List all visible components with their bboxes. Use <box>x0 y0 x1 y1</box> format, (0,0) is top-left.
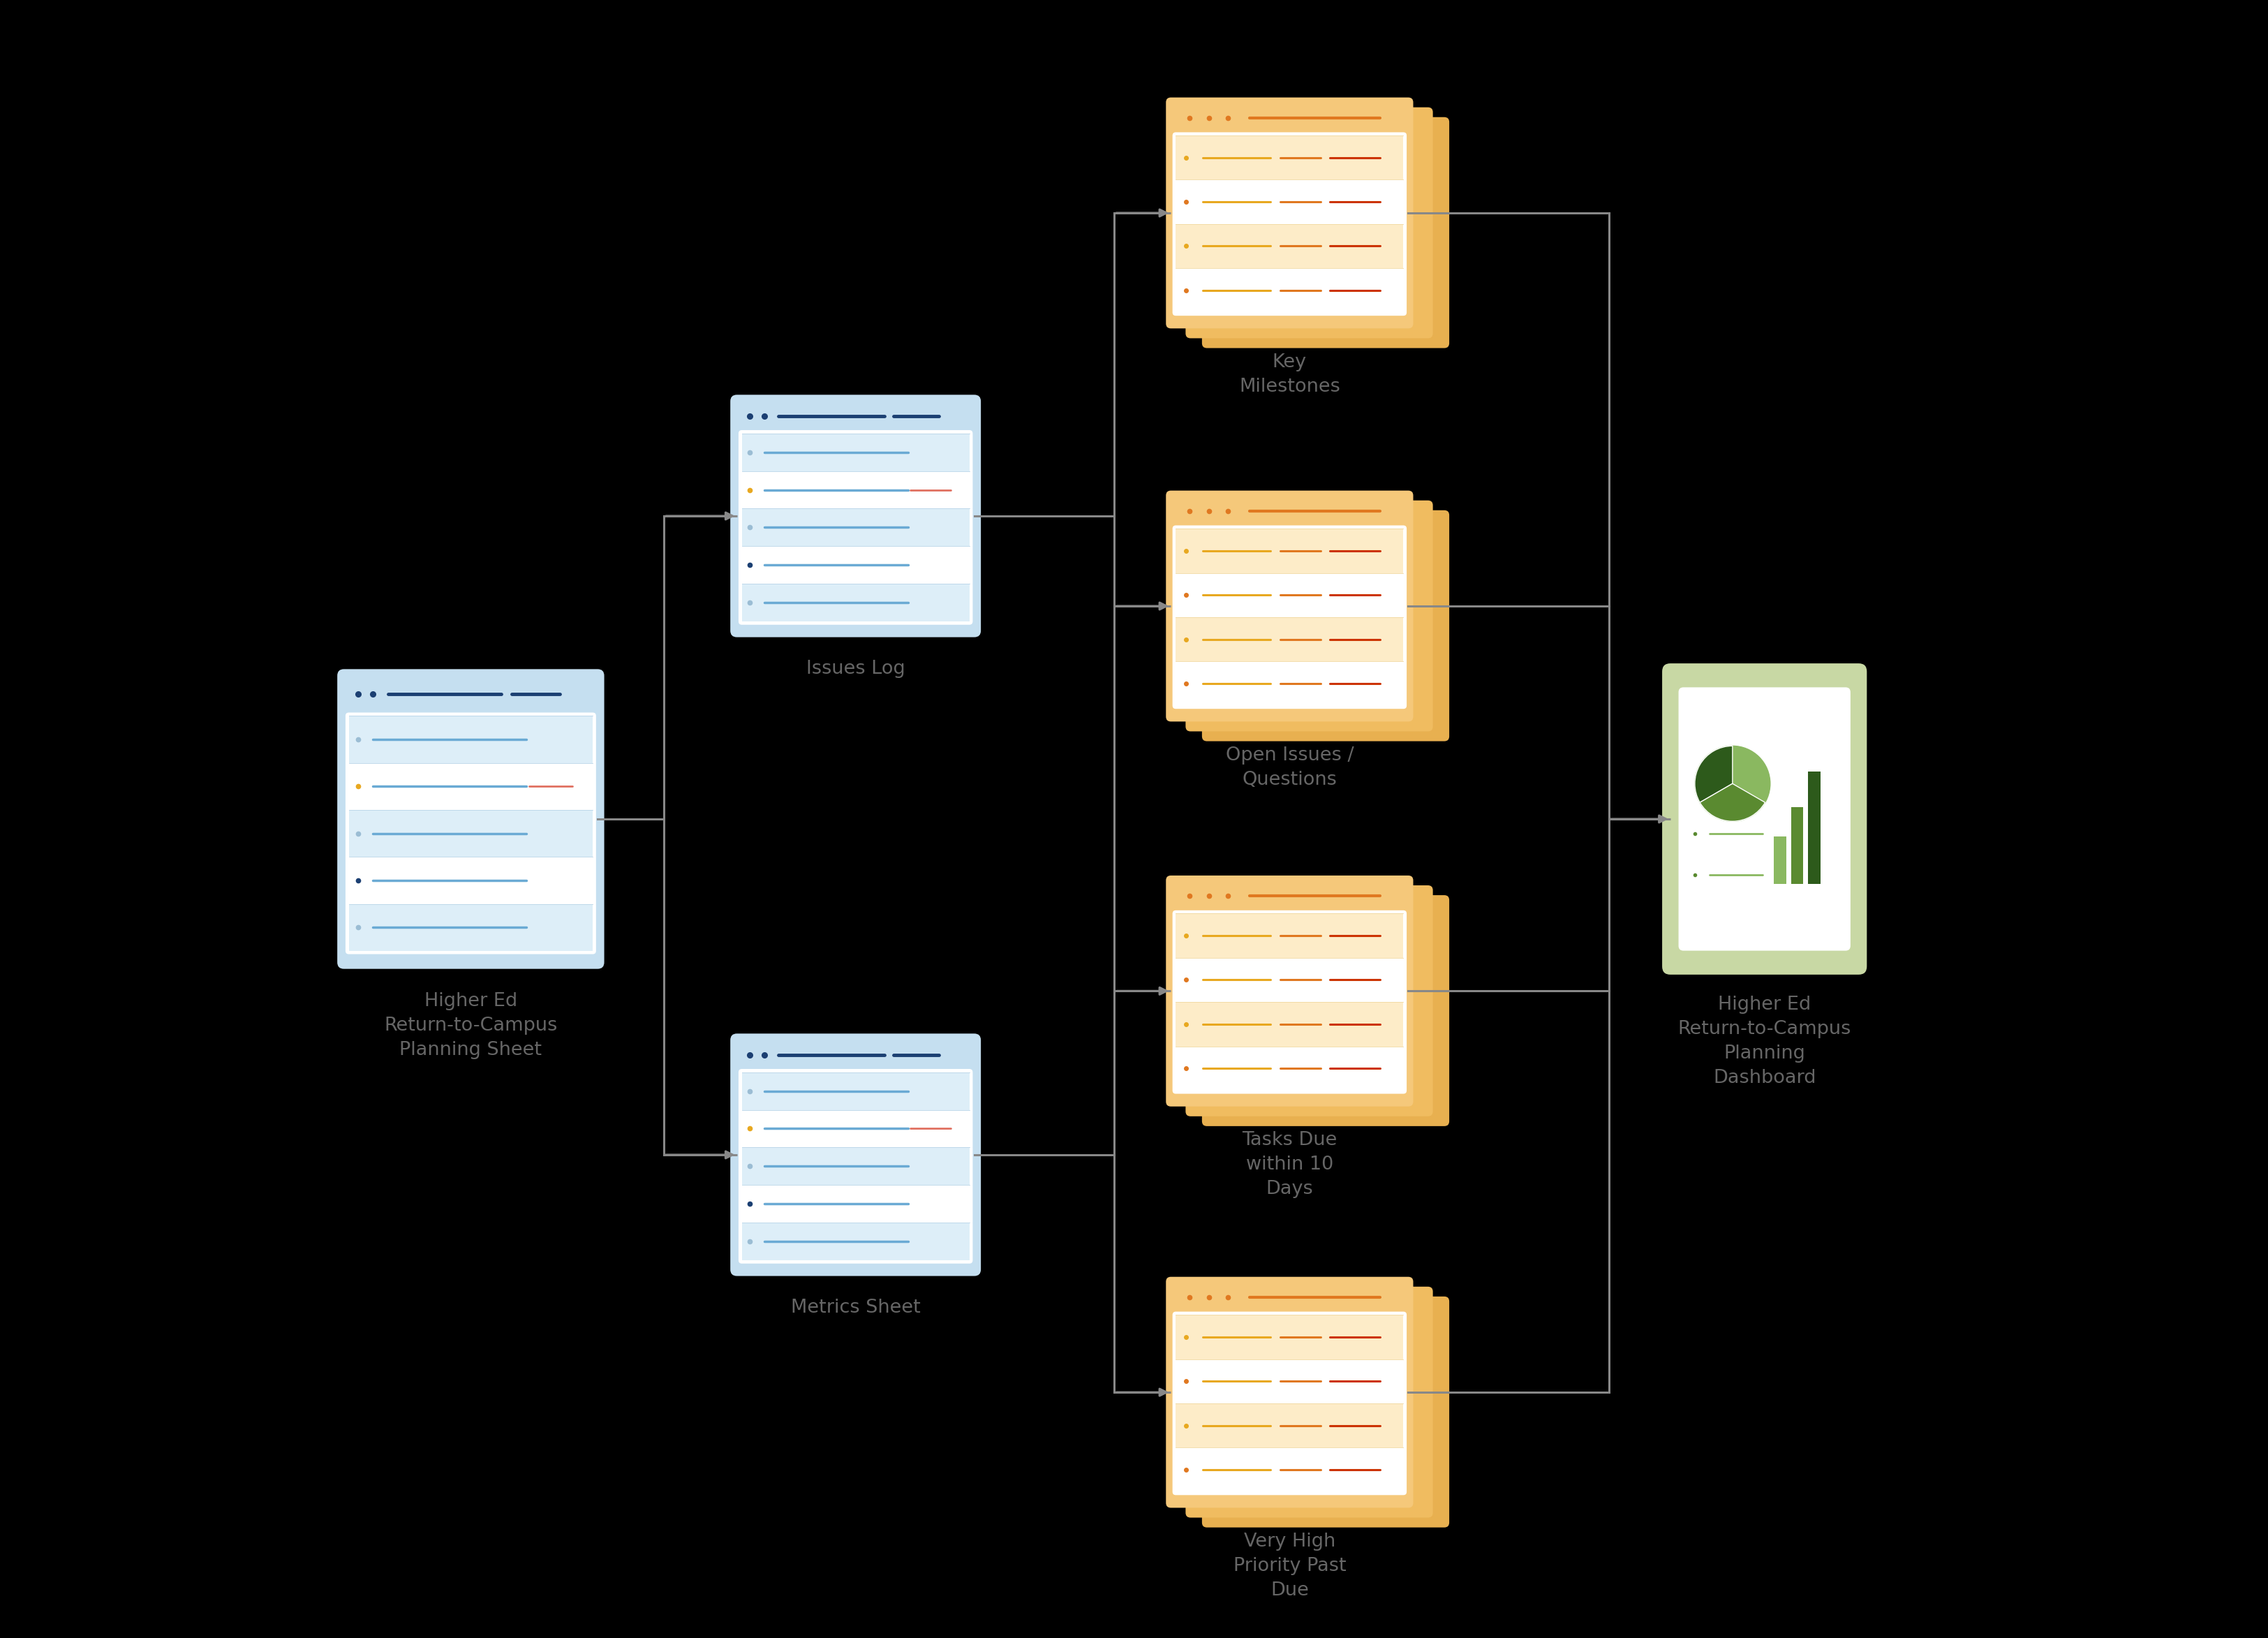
FancyBboxPatch shape <box>1186 501 1433 731</box>
Bar <box>1170 1281 1408 1312</box>
FancyBboxPatch shape <box>338 670 603 970</box>
Bar <box>1175 529 1404 573</box>
Bar <box>742 583 968 621</box>
Bar <box>737 1040 975 1070</box>
Bar <box>1175 662 1404 706</box>
FancyBboxPatch shape <box>1173 133 1406 316</box>
Bar <box>742 434 968 472</box>
Text: Tasks Due
within 10
Days: Tasks Due within 10 Days <box>1243 1130 1338 1197</box>
Bar <box>1175 1047 1404 1091</box>
FancyBboxPatch shape <box>345 713 596 953</box>
Text: Metrics Sheet: Metrics Sheet <box>792 1299 921 1317</box>
Bar <box>345 675 599 713</box>
Bar <box>1175 958 1404 1002</box>
Bar <box>1808 771 1821 885</box>
Bar <box>1175 1315 1404 1360</box>
FancyBboxPatch shape <box>1166 491 1413 721</box>
Bar <box>742 509 968 545</box>
Bar <box>349 857 592 904</box>
Text: Higher Ed
Return-to-Campus
Planning Sheet: Higher Ed Return-to-Campus Planning Shee… <box>383 993 558 1058</box>
FancyBboxPatch shape <box>1202 118 1449 349</box>
Bar <box>1175 1002 1404 1047</box>
Bar <box>1175 180 1404 224</box>
FancyBboxPatch shape <box>1173 911 1406 1094</box>
Text: Key
Milestones: Key Milestones <box>1238 354 1340 396</box>
Bar <box>1792 808 1803 885</box>
Bar <box>742 545 968 583</box>
FancyBboxPatch shape <box>1186 1287 1433 1517</box>
FancyBboxPatch shape <box>1166 98 1413 328</box>
Bar <box>742 1111 968 1148</box>
FancyBboxPatch shape <box>739 431 973 624</box>
FancyBboxPatch shape <box>1678 688 1851 950</box>
FancyBboxPatch shape <box>1186 108 1433 339</box>
Bar <box>1774 837 1787 885</box>
Bar <box>1170 102 1408 133</box>
Bar <box>1175 136 1404 180</box>
FancyBboxPatch shape <box>730 395 980 637</box>
Bar <box>742 1222 968 1260</box>
Bar <box>742 1184 968 1222</box>
Bar <box>1175 1404 1404 1448</box>
Wedge shape <box>1699 783 1765 821</box>
Text: Issues Log: Issues Log <box>805 660 905 678</box>
FancyBboxPatch shape <box>1662 663 1867 975</box>
Text: Open Issues /
Questions: Open Issues / Questions <box>1225 747 1354 790</box>
Bar <box>742 1148 968 1184</box>
Bar <box>1175 573 1404 618</box>
FancyBboxPatch shape <box>1202 894 1449 1127</box>
FancyBboxPatch shape <box>1173 526 1406 709</box>
FancyBboxPatch shape <box>1202 511 1449 740</box>
Bar <box>1170 495 1408 526</box>
Bar <box>737 401 975 431</box>
Bar <box>349 763 592 809</box>
FancyBboxPatch shape <box>1202 1297 1449 1527</box>
Bar <box>742 1073 968 1111</box>
FancyBboxPatch shape <box>739 1070 973 1263</box>
Bar <box>1175 269 1404 313</box>
Bar <box>1175 1360 1404 1404</box>
Bar <box>349 716 592 763</box>
Bar <box>349 809 592 857</box>
Text: Very High
Priority Past
Due: Very High Priority Past Due <box>1234 1533 1345 1599</box>
FancyBboxPatch shape <box>1166 1278 1413 1507</box>
Bar <box>1170 881 1408 911</box>
Bar <box>1175 1448 1404 1492</box>
FancyBboxPatch shape <box>1173 1312 1406 1495</box>
FancyBboxPatch shape <box>1166 875 1413 1107</box>
Bar <box>1175 914 1404 958</box>
Bar <box>1175 224 1404 269</box>
Bar <box>349 904 592 950</box>
FancyBboxPatch shape <box>1186 885 1433 1117</box>
FancyBboxPatch shape <box>730 1034 980 1276</box>
Wedge shape <box>1694 745 1733 803</box>
Bar <box>742 472 968 509</box>
Bar <box>1175 618 1404 662</box>
Text: Higher Ed
Return-to-Campus
Planning
Dashboard: Higher Ed Return-to-Campus Planning Dash… <box>1678 996 1851 1088</box>
Circle shape <box>1694 745 1769 821</box>
